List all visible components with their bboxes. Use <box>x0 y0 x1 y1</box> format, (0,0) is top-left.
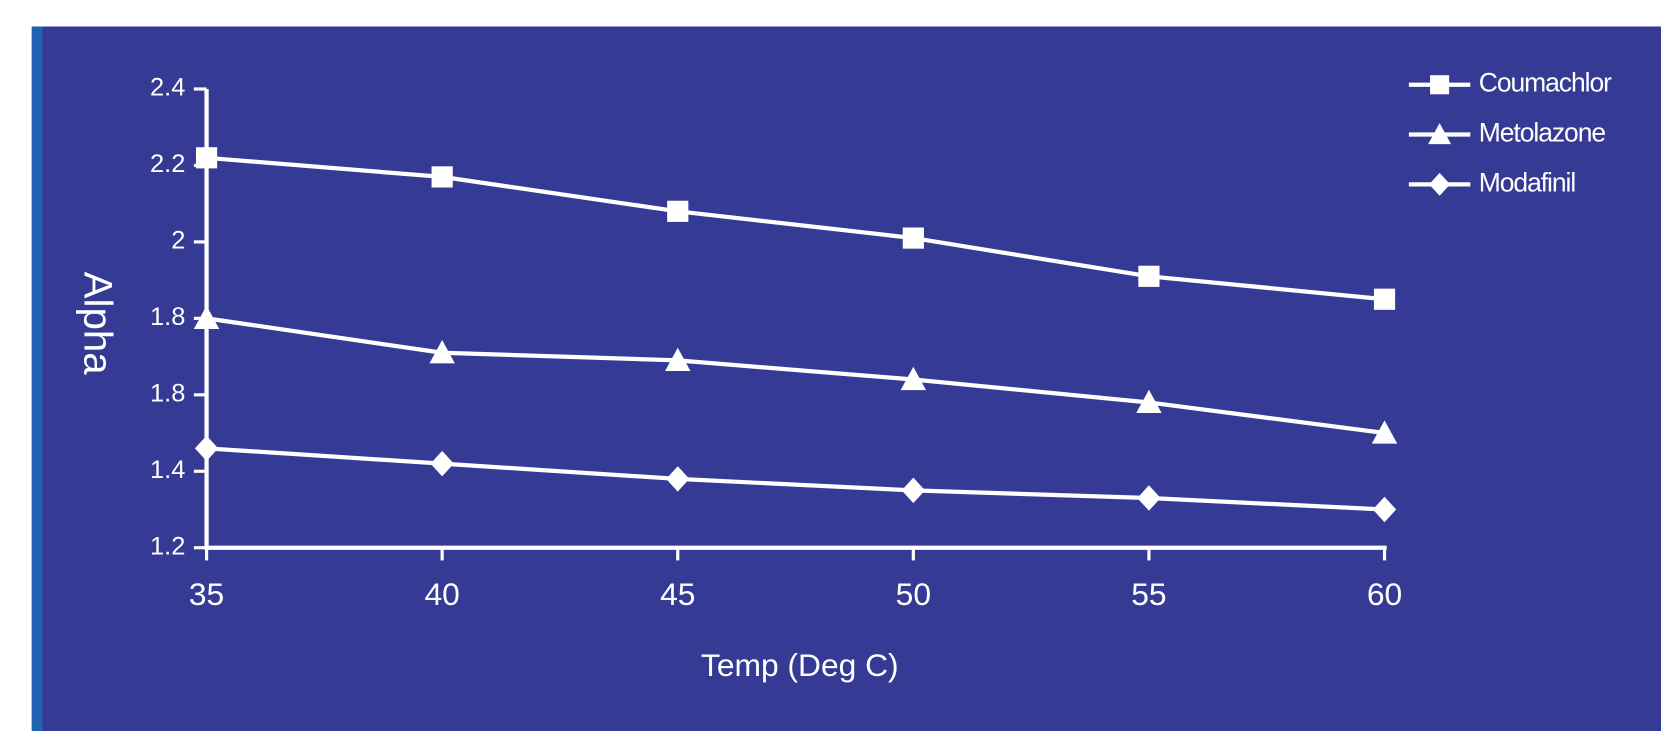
y-axis-label: Alpha <box>76 272 121 376</box>
data-point <box>667 200 689 222</box>
series-line <box>206 316 1385 436</box>
x-tick-label: 55 <box>1131 576 1166 612</box>
data-point <box>1137 485 1161 511</box>
series-line <box>206 155 1385 302</box>
x-tick-label: 35 <box>189 576 224 612</box>
data-point <box>431 166 453 188</box>
legend-label: Modafinil <box>1479 167 1576 197</box>
legend-marker <box>1428 123 1452 145</box>
data-point <box>1136 389 1162 414</box>
data-point <box>902 227 924 249</box>
data-point <box>1138 265 1160 287</box>
y-tick-label: 1.8 <box>150 380 185 408</box>
data-point <box>665 347 691 372</box>
x-axis-label: Temp (Deg C) <box>701 647 899 683</box>
data-point <box>1373 288 1396 310</box>
y-tick-label: 2.4 <box>150 74 185 102</box>
series-line <box>206 446 1385 512</box>
data-point <box>195 147 218 169</box>
y-tick-label: 2 <box>171 227 185 255</box>
legend-marker <box>1429 172 1451 196</box>
data-point <box>429 340 455 364</box>
y-tick-label: 1.4 <box>150 456 185 484</box>
data-point <box>666 466 690 492</box>
legend-label: Coumachlor <box>1479 68 1612 98</box>
data-point <box>1371 420 1398 444</box>
x-tick-label: 40 <box>424 576 459 612</box>
x-tick-label: 50 <box>896 576 931 612</box>
x-tick-label: 45 <box>660 576 695 612</box>
data-point <box>1372 496 1397 523</box>
legend-label: Metolazone <box>1479 118 1606 148</box>
y-tick-label: 1.2 <box>150 532 185 560</box>
plot-background <box>31 26 1661 731</box>
data-point <box>194 435 219 462</box>
data-point <box>900 366 927 391</box>
x-tick-label: 60 <box>1367 576 1402 612</box>
side-strip <box>31 26 43 731</box>
y-tick-label: 2.2 <box>150 150 185 178</box>
legend-marker <box>1430 75 1450 95</box>
data-point <box>193 305 220 329</box>
y-tick-label: 1.8 <box>150 303 185 331</box>
